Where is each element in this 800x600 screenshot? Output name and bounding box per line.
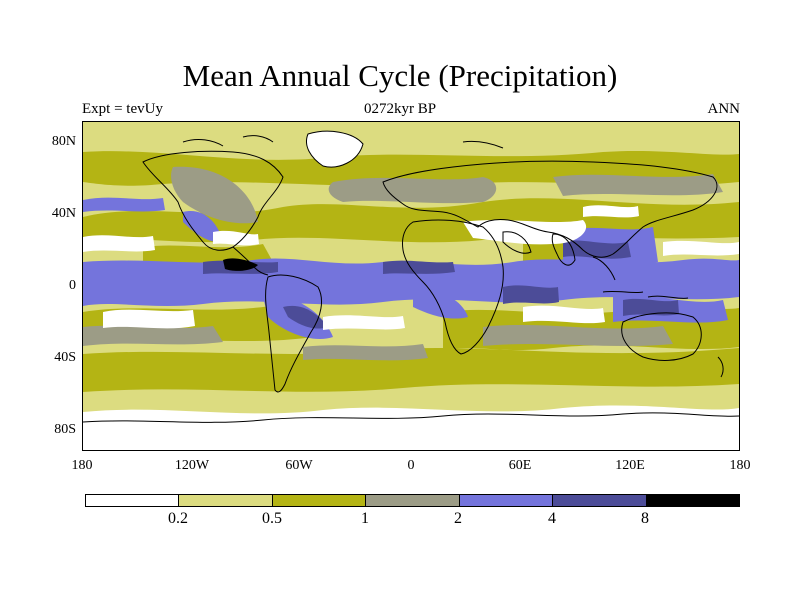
colorbar-box-6 [645, 494, 740, 507]
experiment-label: Expt = tevUy [82, 101, 163, 117]
medium-high-precip-regions [83, 166, 723, 361]
period-label: 0272kyr BP [363, 101, 437, 117]
lon-label-180w: 180 [71, 458, 93, 473]
lon-label-60w: 60W [285, 458, 313, 473]
lat-label-40s: 40S [54, 350, 76, 365]
coastlines [83, 130, 739, 423]
colorbar-box-2 [271, 494, 367, 507]
lat-label-80s: 80S [54, 422, 76, 437]
colorbar [85, 494, 740, 507]
colorbar-label-0-2: 0.2 [168, 510, 188, 527]
precipitation-map [82, 121, 740, 451]
colorbar-box-3 [365, 494, 460, 507]
lat-label-0: 0 [69, 278, 76, 293]
colorbar-label-2: 2 [454, 510, 462, 527]
lat-label-40n: 40N [51, 206, 76, 221]
lon-label-0: 0 [407, 458, 415, 473]
colorbar-label-8: 8 [641, 510, 649, 527]
colorbar-label-1: 1 [361, 510, 369, 527]
colorbar-box-0 [85, 494, 180, 507]
season-label: ANN [707, 101, 741, 117]
lat-label-80n: 80N [51, 134, 76, 149]
lon-label-120e: 120E [615, 458, 645, 473]
lon-label-60e: 60E [508, 458, 532, 473]
colorbar-box-4 [458, 494, 554, 507]
plot-title: Mean Annual Cycle (Precipitation) [182, 58, 618, 93]
colorbar-box-5 [552, 494, 647, 507]
lon-label-180e: 180 [729, 458, 751, 473]
colorbar-box-1 [178, 494, 273, 507]
low-precip-regions [83, 131, 739, 450]
lon-label-120w: 120W [174, 458, 210, 473]
map-canvas [83, 122, 739, 450]
colorbar-label-0-5: 0.5 [262, 510, 282, 527]
colorbar-label-4: 4 [548, 510, 556, 527]
